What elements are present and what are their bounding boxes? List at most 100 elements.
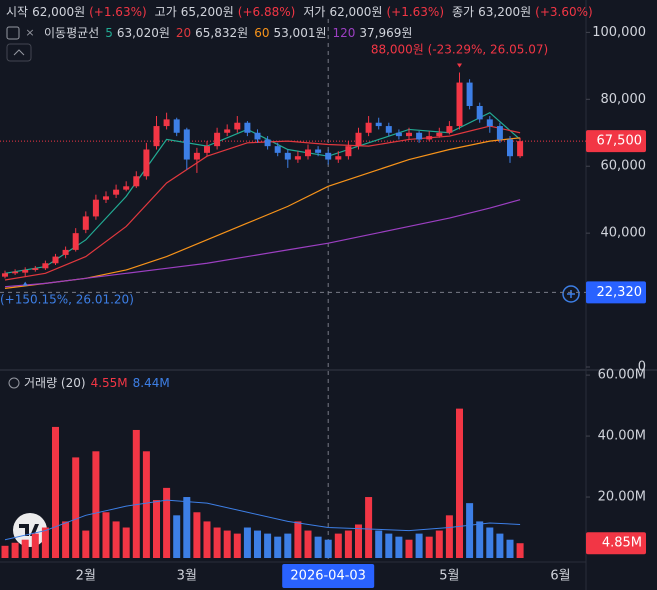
volume-bar: [62, 521, 70, 558]
last-volume-box: [586, 532, 646, 555]
candle-body: [335, 156, 342, 160]
volume-bar: [82, 530, 90, 558]
candle-body: [62, 249, 69, 255]
volume-bar: [193, 512, 201, 558]
candle-body: [22, 269, 29, 273]
y-tick-label: 100,000: [592, 25, 646, 40]
ohlc-value: 62,000원: [329, 5, 382, 19]
candle-body: [12, 271, 19, 274]
volume-bar: [183, 497, 191, 558]
volume-eye-icon[interactable]: [8, 377, 20, 389]
ma-name: 120: [333, 26, 356, 40]
volume-bar: [41, 527, 49, 558]
volume-legend-title: 거래량 (20): [24, 376, 86, 390]
candle-body: [385, 126, 392, 133]
ma-name: 20: [176, 26, 191, 40]
crosshair-date-label: 2026-04-03: [290, 569, 366, 584]
x-tick-label: 2월: [76, 569, 96, 584]
collapse-button[interactable]: [6, 43, 32, 62]
ohlc-value: 63,200원: [478, 5, 531, 19]
candle-body: [244, 122, 251, 133]
volume-ma-line: [4, 499, 521, 541]
low-marker: [22, 281, 28, 286]
ma-value: 65,832원: [195, 26, 248, 40]
volume-bar: [435, 530, 443, 558]
candle-body: [72, 233, 79, 250]
candle-body: [315, 149, 322, 153]
volume-bar: [243, 527, 251, 558]
volume-tick-label: 40.00M: [598, 429, 646, 444]
volume-bar: [365, 497, 373, 558]
ohlc-label: 시작: [6, 5, 28, 19]
candle-body: [32, 268, 39, 270]
collapse-icon: [13, 49, 25, 56]
y-tick-label: 80,000: [601, 92, 647, 107]
ohlc-value: 62,000원: [32, 5, 85, 19]
volume-bar: [294, 521, 302, 558]
x-tick-label: 6월: [550, 569, 570, 584]
candle-body: [294, 156, 301, 160]
volume-bar: [1, 545, 9, 558]
last-price-box: [586, 130, 646, 153]
crosshair-plus[interactable]: [562, 285, 580, 303]
crosshair-date-box: [282, 564, 375, 588]
ohlc-change: (+3.60%): [535, 5, 593, 19]
volume-bar: [395, 536, 403, 558]
candle-body: [204, 146, 210, 153]
candle-body: [456, 82, 463, 127]
high-annotation: 88,000원 (-23.29%, 26.05.07): [371, 43, 548, 57]
candle-body: [496, 126, 503, 140]
candle-body: [193, 152, 200, 160]
crosshair-price-box: [586, 281, 646, 304]
last-volume-label: 4.85M: [602, 536, 642, 551]
candle-body: [214, 132, 221, 147]
ohlc-label: 종가: [452, 5, 474, 19]
volume-bar: [233, 533, 241, 558]
candle-body: [305, 149, 311, 157]
ma-line: [4, 199, 521, 288]
ohlc-change: (+1.63%): [386, 5, 444, 19]
candle-body: [284, 152, 291, 160]
candle-body: [123, 186, 130, 190]
eye-icon[interactable]: [6, 26, 20, 40]
ohlc-change: (+1.63%): [89, 5, 147, 19]
volume-bar: [486, 527, 494, 558]
volume-legend: 거래량 (20) 4.55M 8.44M: [24, 376, 170, 390]
ohlc-label: 저가: [303, 5, 325, 19]
candle-body: [466, 82, 473, 106]
volume-bar: [375, 530, 383, 558]
y-tick-label: 60,000: [601, 159, 647, 174]
candle-body: [254, 132, 261, 140]
volume-bar: [415, 533, 423, 558]
candle-body: [224, 129, 231, 133]
ohlc-legend: 시작 62,000원 (+1.63%) 고가 65,200원 (+6.88%) 저가 62,0…: [6, 5, 593, 19]
candle-body: [264, 139, 271, 147]
candle-body: [133, 176, 140, 187]
y-tick-label: 40,000: [601, 226, 647, 241]
volume-bar: [173, 515, 181, 558]
y-tick-label: 0: [638, 360, 646, 375]
volume-tick-label: 20.00M: [598, 490, 646, 505]
candle-body: [375, 122, 382, 127]
ma-value: 37,969원: [359, 26, 412, 40]
close-icon[interactable]: ×: [25, 26, 34, 39]
volume-bar: [264, 533, 272, 558]
toolbar-icons[interactable]: ×: [6, 26, 35, 389]
volume-bar: [355, 524, 362, 558]
ma-legend: 이동평균선 5 63,020원 20 65,832원 60 53,001원 120 37,969…: [44, 26, 412, 40]
volume-bar: [385, 533, 393, 558]
candle-body: [52, 256, 59, 264]
volume-bar: [466, 503, 474, 558]
volume-bar: [52, 426, 59, 558]
candle-body: [517, 141, 524, 157]
ohlc-change: (+6.88%): [238, 5, 296, 19]
plus-circle[interactable]: [562, 285, 580, 303]
candle-body: [436, 132, 443, 137]
candle-body: [163, 119, 170, 127]
ma-name: 5: [105, 26, 113, 40]
candle-body: [325, 152, 332, 160]
candle-body: [355, 132, 362, 147]
ma-legend-title: 이동평균선: [44, 26, 99, 40]
volume-bar: [314, 536, 322, 558]
candle-body: [113, 189, 120, 195]
